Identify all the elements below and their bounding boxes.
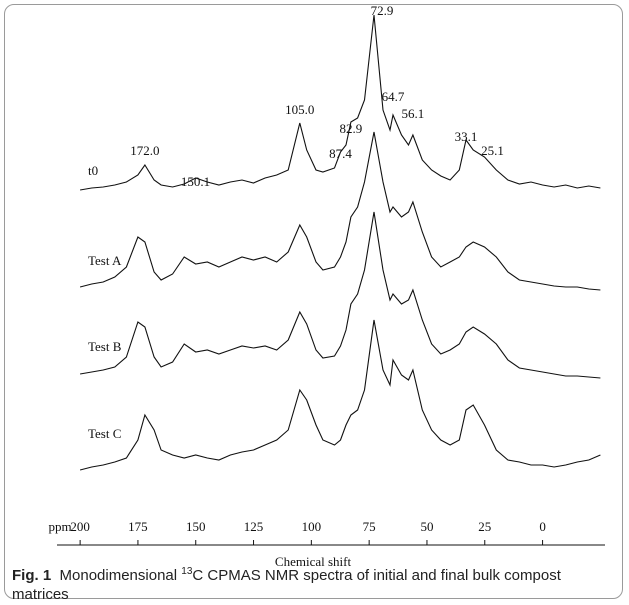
peak-label: 56.1 xyxy=(401,106,424,121)
spectrum xyxy=(80,14,601,191)
peak-label: 105.0 xyxy=(285,102,314,117)
caption-superscript: 13 xyxy=(181,566,193,577)
series-label: Test B xyxy=(88,339,122,354)
peak-label: 87.4 xyxy=(329,146,352,161)
x-unit: ppm xyxy=(48,519,71,534)
peak-label: 72.9 xyxy=(371,3,394,18)
caption-text: C CPMAS NMR spectra of initial and final… xyxy=(12,567,561,603)
x-tick-label: 0 xyxy=(539,519,546,534)
figure-frame xyxy=(4,4,623,599)
peak-label: 25.1 xyxy=(481,143,504,158)
peak-label: 150.1 xyxy=(181,174,210,189)
caption-text: Monodimensional xyxy=(59,567,178,584)
x-tick-label: 100 xyxy=(302,519,322,534)
spectrum xyxy=(79,131,601,291)
caption: Fig. 1 Monodimensional 13C CPMAS NMR spe… xyxy=(12,566,612,604)
series-label: t0 xyxy=(88,163,98,178)
peak-label: 172.0 xyxy=(130,143,159,158)
spectrum xyxy=(79,319,601,471)
x-tick-label: 125 xyxy=(244,519,264,534)
series-label: Test A xyxy=(88,253,122,268)
x-tick-label: 50 xyxy=(420,519,433,534)
x-axis-label: Chemical shift xyxy=(275,554,352,569)
peak-label: 64.7 xyxy=(382,89,405,104)
caption-label: Fig. 1 xyxy=(12,567,52,584)
x-tick-label: 175 xyxy=(128,519,148,534)
peak-label: 82.9 xyxy=(340,121,363,136)
x-tick-label: 75 xyxy=(363,519,376,534)
series-label: Test C xyxy=(88,426,121,441)
peak-label: 33.1 xyxy=(455,129,478,144)
x-tick-label: 25 xyxy=(478,519,491,534)
x-tick-label: 200 xyxy=(70,519,90,534)
x-tick-label: 150 xyxy=(186,519,206,534)
spectrum xyxy=(80,211,601,379)
